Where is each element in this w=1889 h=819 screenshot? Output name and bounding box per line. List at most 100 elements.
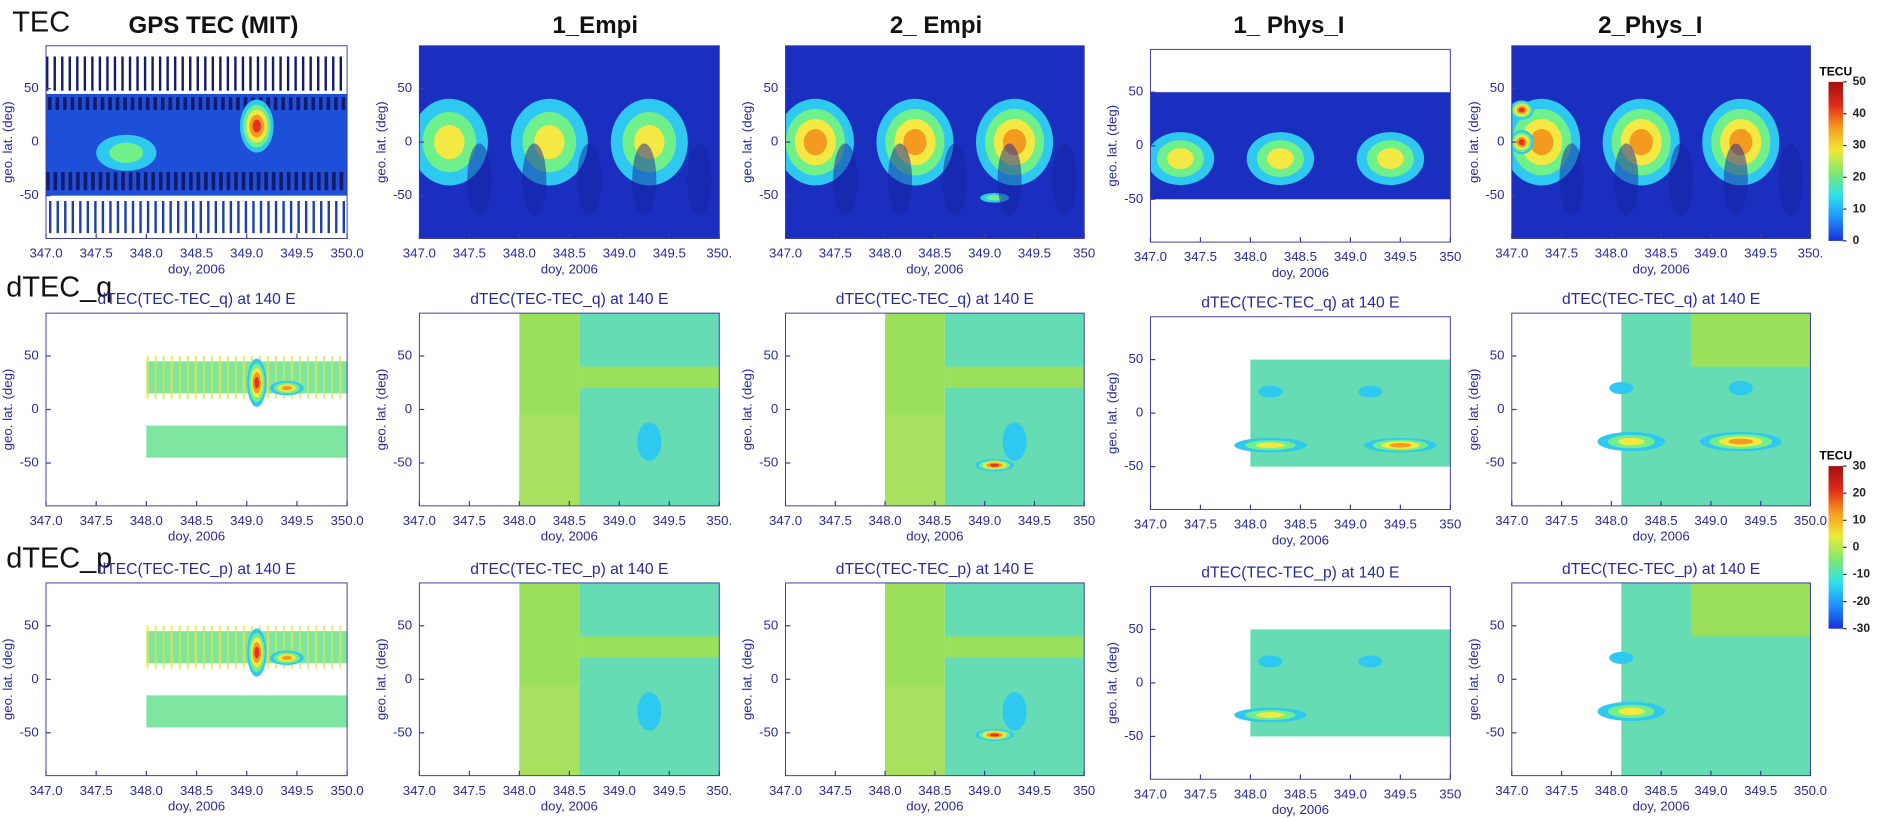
plot-area bbox=[46, 45, 348, 239]
x-tick-label: 349.0 bbox=[1694, 513, 1727, 528]
field bbox=[228, 97, 233, 111]
x-tick-label: 347.0 bbox=[1495, 513, 1528, 528]
field bbox=[93, 97, 97, 111]
field-blob bbox=[1358, 655, 1383, 668]
x-tick-label: 347.0 bbox=[1134, 786, 1167, 801]
column-title: 2_ Empi bbox=[890, 12, 982, 39]
field bbox=[76, 172, 80, 191]
x-axis-label: doy, 2006 bbox=[1272, 532, 1329, 547]
x-tick-label: 347.0 bbox=[403, 246, 436, 261]
field bbox=[70, 97, 75, 111]
field bbox=[271, 56, 275, 91]
y-tick-label: -50 bbox=[1485, 724, 1504, 739]
field bbox=[151, 56, 154, 91]
field-blob bbox=[1778, 143, 1803, 216]
field bbox=[289, 201, 293, 234]
x-tick-label: 349.5 bbox=[280, 783, 313, 798]
y-tick-label: 50 bbox=[764, 347, 779, 362]
field bbox=[221, 97, 225, 111]
field bbox=[100, 97, 105, 111]
colorbar-tick-label: 0 bbox=[1853, 540, 1860, 554]
field bbox=[178, 355, 181, 399]
field bbox=[204, 56, 207, 91]
field bbox=[234, 172, 238, 191]
field-blob bbox=[1002, 422, 1027, 461]
field bbox=[173, 172, 178, 191]
x-tick-label: 347.0 bbox=[29, 246, 62, 261]
field bbox=[286, 172, 291, 191]
panel-title: dTEC(TEC-TEC_p) at 140 E bbox=[1562, 561, 1760, 578]
y-axis-label: geo. lat. (deg) bbox=[740, 638, 755, 720]
x-tick-label: 348.0 bbox=[1234, 786, 1267, 801]
field bbox=[309, 56, 312, 91]
field bbox=[339, 355, 342, 399]
x-tick-label: 349.0 bbox=[603, 246, 636, 261]
plot-area bbox=[1150, 586, 1451, 780]
x-tick-label: 349.5 bbox=[1018, 246, 1051, 261]
field bbox=[249, 172, 253, 191]
field bbox=[46, 172, 50, 191]
x-tick-label: 347.5 bbox=[819, 783, 852, 798]
field bbox=[244, 201, 248, 234]
field bbox=[294, 56, 297, 91]
y-tick-label: -50 bbox=[1485, 187, 1504, 202]
field bbox=[298, 355, 302, 399]
field bbox=[306, 355, 310, 399]
field bbox=[944, 313, 1085, 506]
field bbox=[146, 695, 348, 728]
x-tick-label: 349.0 bbox=[603, 783, 636, 798]
y-axis-label: geo. lat. (deg) bbox=[1466, 101, 1481, 183]
field bbox=[202, 355, 205, 399]
field bbox=[312, 201, 315, 234]
x-tick-label: 347.5 bbox=[819, 513, 852, 528]
x-tick-label: 349.0 bbox=[230, 783, 263, 798]
y-tick-label: 0 bbox=[1497, 671, 1504, 686]
x-tick-label: 350.0 bbox=[331, 513, 364, 528]
x-tick-label: 347.5 bbox=[453, 513, 486, 528]
field-blob bbox=[687, 143, 712, 216]
y-tick-label: 50 bbox=[1128, 84, 1143, 99]
field bbox=[243, 97, 248, 111]
field bbox=[579, 366, 720, 389]
field-blob bbox=[281, 655, 292, 661]
colorbar-tick-label: -10 bbox=[1853, 567, 1871, 581]
plot-background bbox=[46, 582, 348, 776]
field bbox=[169, 201, 172, 234]
field bbox=[160, 97, 165, 111]
field-blob bbox=[1258, 385, 1283, 398]
plot-area bbox=[1511, 45, 1811, 239]
field-blob bbox=[252, 119, 261, 133]
x-tick-label: 348.0 bbox=[1595, 246, 1628, 261]
field bbox=[242, 625, 246, 669]
y-axis-label: geo. lat. (deg) bbox=[1466, 638, 1481, 720]
x-tick-label: 347.0 bbox=[1134, 249, 1167, 264]
field bbox=[113, 172, 118, 191]
x-tick-label: 349.0 bbox=[1334, 249, 1367, 264]
x-tick-label: 347.0 bbox=[1495, 246, 1528, 261]
x-axis-label: doy, 2006 bbox=[1633, 529, 1690, 544]
field bbox=[166, 172, 171, 191]
x-tick-label: 349.5 bbox=[1384, 249, 1417, 264]
field bbox=[71, 201, 75, 234]
x-axis-label: doy, 2006 bbox=[541, 529, 598, 544]
field bbox=[294, 172, 299, 191]
field-blob bbox=[903, 129, 927, 156]
x-tick-label: 350 bbox=[1073, 246, 1095, 261]
field bbox=[213, 97, 218, 111]
x-tick-label: 350 bbox=[1439, 517, 1461, 532]
field bbox=[256, 56, 260, 91]
field bbox=[324, 172, 329, 191]
field-blob bbox=[1723, 143, 1748, 216]
field bbox=[288, 97, 293, 111]
x-tick-label: 347.5 bbox=[1545, 783, 1578, 798]
colorbar-tick-label: 50 bbox=[1853, 74, 1867, 88]
field bbox=[279, 56, 282, 91]
field bbox=[94, 201, 97, 234]
panel-title: dTEC(TEC-TEC_q) at 140 E bbox=[836, 291, 1034, 308]
field-blob bbox=[534, 125, 565, 160]
field bbox=[274, 201, 278, 234]
field bbox=[181, 172, 186, 191]
field bbox=[332, 172, 336, 191]
field bbox=[249, 56, 252, 91]
field bbox=[311, 97, 316, 111]
